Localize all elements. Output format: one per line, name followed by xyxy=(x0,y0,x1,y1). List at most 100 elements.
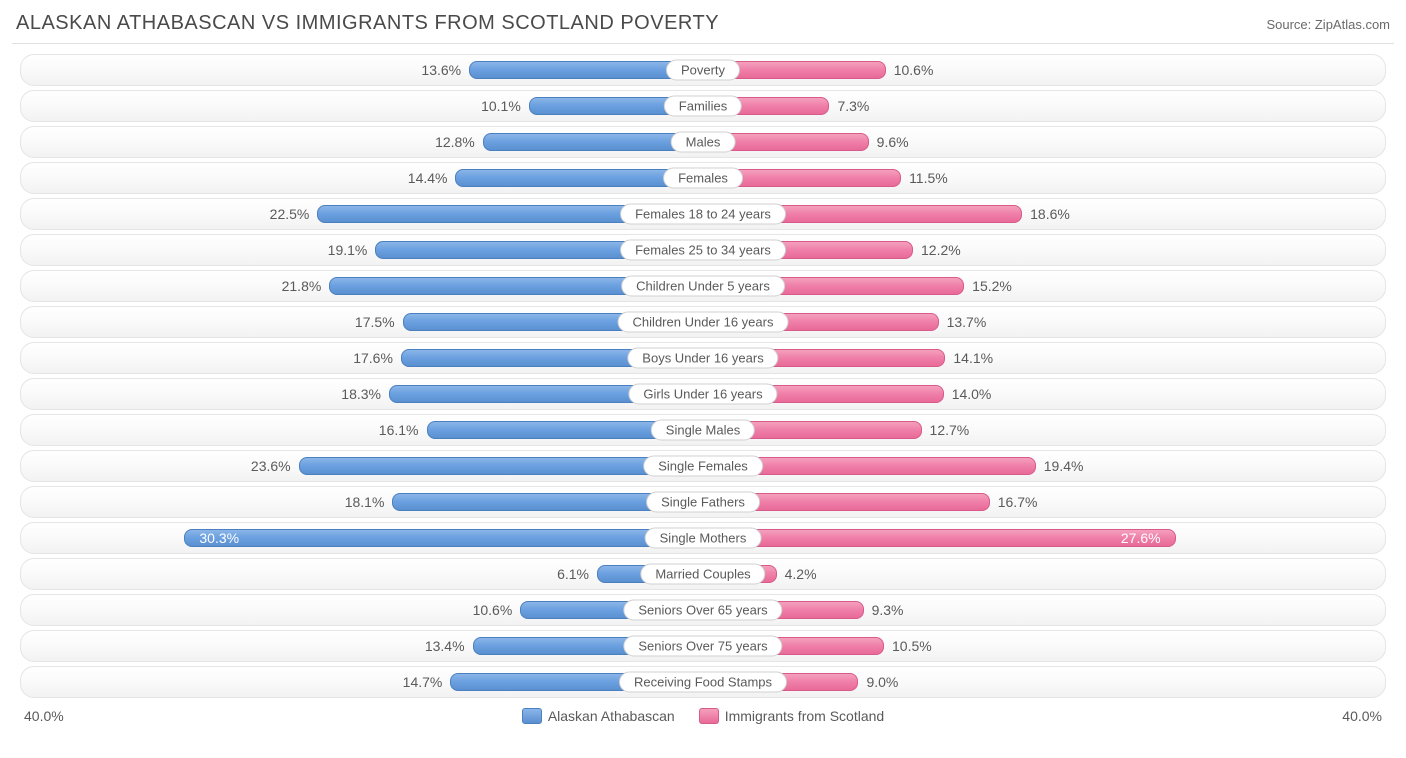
bar-half-right: 11.5% xyxy=(703,163,1385,193)
value-label-right: 13.7% xyxy=(939,314,995,330)
chart-title: ALASKAN ATHABASCAN VS IMMIGRANTS FROM SC… xyxy=(16,12,719,35)
value-label-right: 4.2% xyxy=(777,566,825,582)
value-label-left: 6.1% xyxy=(549,566,597,582)
value-label-left: 10.6% xyxy=(465,602,521,618)
value-label-right: 9.6% xyxy=(869,134,917,150)
bar-half-left: 6.1% xyxy=(21,559,703,589)
value-label-left: 16.1% xyxy=(371,422,427,438)
value-label-right: 16.7% xyxy=(990,494,1046,510)
category-label: Females xyxy=(663,168,743,189)
value-label-left: 12.8% xyxy=(427,134,483,150)
value-label-right: 14.0% xyxy=(944,386,1000,402)
value-label-right: 7.3% xyxy=(829,98,877,114)
bar-half-left: 10.6% xyxy=(21,595,703,625)
chart-source: Source: ZipAtlas.com xyxy=(1266,17,1390,32)
bar-half-left: 16.1% xyxy=(21,415,703,445)
bar-half-right: 4.2% xyxy=(703,559,1385,589)
bar-half-left: 21.8% xyxy=(21,271,703,301)
value-label-right: 19.4% xyxy=(1036,458,1092,474)
bar-row: 30.3%27.6%Single Mothers xyxy=(20,522,1386,554)
bar-half-right: 10.5% xyxy=(703,631,1385,661)
bar-row: 6.1% 4.2% Married Couples xyxy=(20,558,1386,590)
bar-left: 30.3% xyxy=(184,529,703,547)
bar-half-right: 14.1% xyxy=(703,343,1385,373)
value-label-left: 13.6% xyxy=(413,62,469,78)
bar-half-left: 12.8% xyxy=(21,127,703,157)
value-label-left: 18.1% xyxy=(337,494,393,510)
bar-half-left: 13.4% xyxy=(21,631,703,661)
bar-row: 23.6% 19.4% Single Females xyxy=(20,450,1386,482)
value-label-right: 9.3% xyxy=(864,602,912,618)
value-label-left: 17.5% xyxy=(347,314,403,330)
bar-half-left: 22.5% xyxy=(21,199,703,229)
diverging-bar-chart: 13.6% 10.6% Poverty 10.1% 7.3% Families 12.8% 9… xyxy=(12,43,1394,698)
bar-row: 17.5% 13.7% Children Under 16 years xyxy=(20,306,1386,338)
value-label-right: 10.6% xyxy=(886,62,942,78)
category-label: Seniors Over 65 years xyxy=(623,600,782,621)
value-label-left: 14.7% xyxy=(395,674,451,690)
bar-half-right: 10.6% xyxy=(703,55,1385,85)
bar-row: 14.4% 11.5% Females xyxy=(20,162,1386,194)
value-label-left: 21.8% xyxy=(274,278,330,294)
bar-row: 13.6% 10.6% Poverty xyxy=(20,54,1386,86)
bar-row: 22.5% 18.6% Females 18 to 24 years xyxy=(20,198,1386,230)
bar-half-right: 12.7% xyxy=(703,415,1385,445)
value-label-right: 12.2% xyxy=(913,242,969,258)
axis-max-left: 40.0% xyxy=(24,708,64,724)
bar-half-left: 14.4% xyxy=(21,163,703,193)
bar-half-left: 14.7% xyxy=(21,667,703,697)
category-label: Families xyxy=(664,96,742,117)
bar-half-right: 19.4% xyxy=(703,451,1385,481)
bar-row: 10.6% 9.3% Seniors Over 65 years xyxy=(20,594,1386,626)
category-label: Single Mothers xyxy=(645,528,762,549)
bar-half-left: 18.1% xyxy=(21,487,703,517)
category-label: Children Under 5 years xyxy=(621,276,785,297)
bar-half-right: 16.7% xyxy=(703,487,1385,517)
bar-row: 13.4% 10.5% Seniors Over 75 years xyxy=(20,630,1386,662)
legend-label-left: Alaskan Athabascan xyxy=(548,708,675,724)
legend: Alaskan Athabascan Immigrants from Scotl… xyxy=(522,708,884,724)
bar-half-right: 18.6% xyxy=(703,199,1385,229)
category-label: Single Fathers xyxy=(646,492,760,513)
value-label-left: 23.6% xyxy=(243,458,299,474)
category-label: Children Under 16 years xyxy=(618,312,789,333)
value-label-right: 11.5% xyxy=(901,170,956,186)
bar-half-left: 30.3% xyxy=(21,523,703,553)
category-label: Poverty xyxy=(666,60,740,81)
category-label: Boys Under 16 years xyxy=(627,348,778,369)
chart-footer: 40.0% Alaskan Athabascan Immigrants from… xyxy=(12,702,1394,724)
bar-half-right: 9.3% xyxy=(703,595,1385,625)
value-label-left: 22.5% xyxy=(262,206,318,222)
bar-half-right: 13.7% xyxy=(703,307,1385,337)
legend-swatch-pink xyxy=(699,708,719,724)
category-label: Girls Under 16 years xyxy=(628,384,777,405)
bar-half-right: 12.2% xyxy=(703,235,1385,265)
legend-item-right: Immigrants from Scotland xyxy=(699,708,885,724)
bar-half-right: 7.3% xyxy=(703,91,1385,121)
bar-half-left: 17.6% xyxy=(21,343,703,373)
category-label: Married Couples xyxy=(640,564,765,585)
value-label-left: 13.4% xyxy=(417,638,473,654)
category-label: Females 25 to 34 years xyxy=(620,240,786,261)
category-label: Single Females xyxy=(643,456,763,477)
bar-right: 27.6% xyxy=(703,529,1176,547)
category-label: Receiving Food Stamps xyxy=(619,672,787,693)
value-label-right: 18.6% xyxy=(1022,206,1078,222)
bar-row: 17.6% 14.1%Boys Under 16 years xyxy=(20,342,1386,374)
bar-half-left: 10.1% xyxy=(21,91,703,121)
category-label: Seniors Over 75 years xyxy=(623,636,782,657)
value-label-right: 9.0% xyxy=(858,674,906,690)
bar-half-right: 27.6% xyxy=(703,523,1385,553)
value-label-left: 10.1% xyxy=(473,98,529,114)
value-label-left: 17.6% xyxy=(345,350,401,366)
bar-row: 19.1%12.2%Females 25 to 34 years xyxy=(20,234,1386,266)
bar-half-left: 13.6% xyxy=(21,55,703,85)
value-label-left: 14.4% xyxy=(400,170,456,186)
value-label-right: 15.2% xyxy=(964,278,1020,294)
value-label-right: 10.5% xyxy=(884,638,940,654)
axis-max-right: 40.0% xyxy=(1342,708,1382,724)
bar-half-right: 9.6% xyxy=(703,127,1385,157)
legend-label-right: Immigrants from Scotland xyxy=(725,708,885,724)
category-label: Females 18 to 24 years xyxy=(620,204,786,225)
bar-row: 10.1% 7.3% Families xyxy=(20,90,1386,122)
